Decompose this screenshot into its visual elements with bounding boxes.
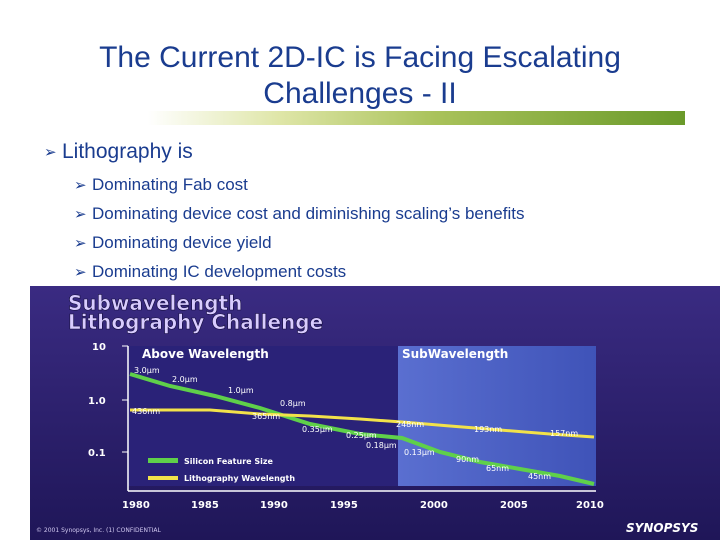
wavelength-label: 157nm: [550, 429, 578, 438]
feature-size-label: 0.18µm: [366, 441, 397, 450]
wavelength-label: 365nm: [252, 412, 280, 421]
x-tick-label: 1980: [122, 500, 150, 511]
sub-bullet-text: Dominating IC development costs: [92, 261, 347, 281]
arrow-bullet-icon: ➢: [44, 144, 57, 161]
legend-wavelength-swatch: [148, 476, 178, 480]
wavelength-label: 193nm: [474, 425, 502, 434]
lithography-figure: Subwavelength Lithography Challenge Abov…: [30, 286, 720, 540]
sub-bullet-text: Dominating device cost and diminishing s…: [92, 203, 525, 223]
x-tick-label: 1995: [330, 500, 358, 511]
legend-feature-label: Silicon Feature Size: [184, 457, 274, 466]
feature-size-label: 0.35µm: [302, 425, 333, 434]
sub-bullet: ➢ Dominating Fab cost: [74, 170, 524, 199]
y-tick-label: 1.0: [88, 396, 106, 407]
feature-size-label: 90nm: [456, 455, 479, 464]
sub-bullet-text: Dominating device yield: [92, 232, 272, 252]
feature-size-label: 0.8µm: [280, 399, 306, 408]
sub-bullet: ➢ Dominating device cost and diminishing …: [74, 199, 524, 228]
y-tick-label: 0.1: [88, 448, 106, 459]
wavelength-label: 436nm: [132, 407, 160, 416]
figure-title-line2: Lithography Challenge: [68, 310, 323, 334]
feature-size-label: 1.0µm: [228, 386, 254, 395]
synopsys-logo: SYNOPSYS: [626, 521, 698, 535]
x-tick-label: 2000: [420, 500, 448, 511]
feature-size-label: 0.25µm: [346, 431, 377, 440]
feature-size-label: 3.0µm: [134, 366, 160, 375]
subwavelength-region: [398, 346, 596, 486]
arrow-bullet-icon: ➢: [74, 176, 87, 194]
x-tick-label: 1990: [260, 500, 288, 511]
subwavelength-label: SubWavelength: [402, 347, 508, 361]
feature-size-label: 2.0µm: [172, 375, 198, 384]
slide-title: The Current 2D-IC is Facing Escalating C…: [0, 40, 720, 112]
arrow-bullet-icon: ➢: [74, 263, 87, 281]
feature-size-label: 0.13µm: [404, 448, 435, 457]
wavelength-label: 248nm: [396, 420, 424, 429]
sub-bullet: ➢ Dominating IC development costs: [74, 257, 524, 286]
slide-title-line2: Challenges - II: [263, 77, 457, 110]
x-tick-label: 1985: [191, 500, 219, 511]
slide-title-line1: The Current 2D-IC is Facing Escalating: [99, 41, 621, 74]
arrow-bullet-icon: ➢: [74, 205, 87, 223]
bullet-list: ➢ Lithography is ➢ Dominating Fab cost ➢ D…: [44, 140, 524, 286]
title-underline-bar: [30, 111, 685, 125]
main-bullet: ➢ Lithography is: [44, 140, 524, 164]
arrow-bullet-icon: ➢: [74, 234, 87, 252]
feature-size-label: 65nm: [486, 464, 509, 473]
legend-wavelength-label: Lithography Wavelength: [184, 474, 295, 483]
figure-title-line1: Subwavelength: [68, 291, 242, 315]
main-bullet-text: Lithography is: [62, 140, 193, 163]
silicon-feature-size-curve: [129, 372, 595, 486]
lithography-wavelength-curve: [130, 408, 595, 439]
above-wavelength-label: Above Wavelength: [142, 347, 269, 361]
y-tick-label: 10: [92, 342, 106, 353]
feature-size-label: 45nm: [528, 472, 551, 481]
sub-bullet-list: ➢ Dominating Fab cost ➢ Dominating device …: [74, 170, 524, 286]
sub-bullet-text: Dominating Fab cost: [92, 174, 248, 194]
x-tick-label: 2010: [576, 500, 604, 511]
sub-bullet: ➢ Dominating device yield: [74, 228, 524, 257]
copyright-text: © 2001 Synopsys, Inc. (1) CONFIDENTIAL: [36, 527, 161, 534]
x-tick-label: 2005: [500, 500, 528, 511]
legend-feature-swatch: [148, 458, 178, 463]
